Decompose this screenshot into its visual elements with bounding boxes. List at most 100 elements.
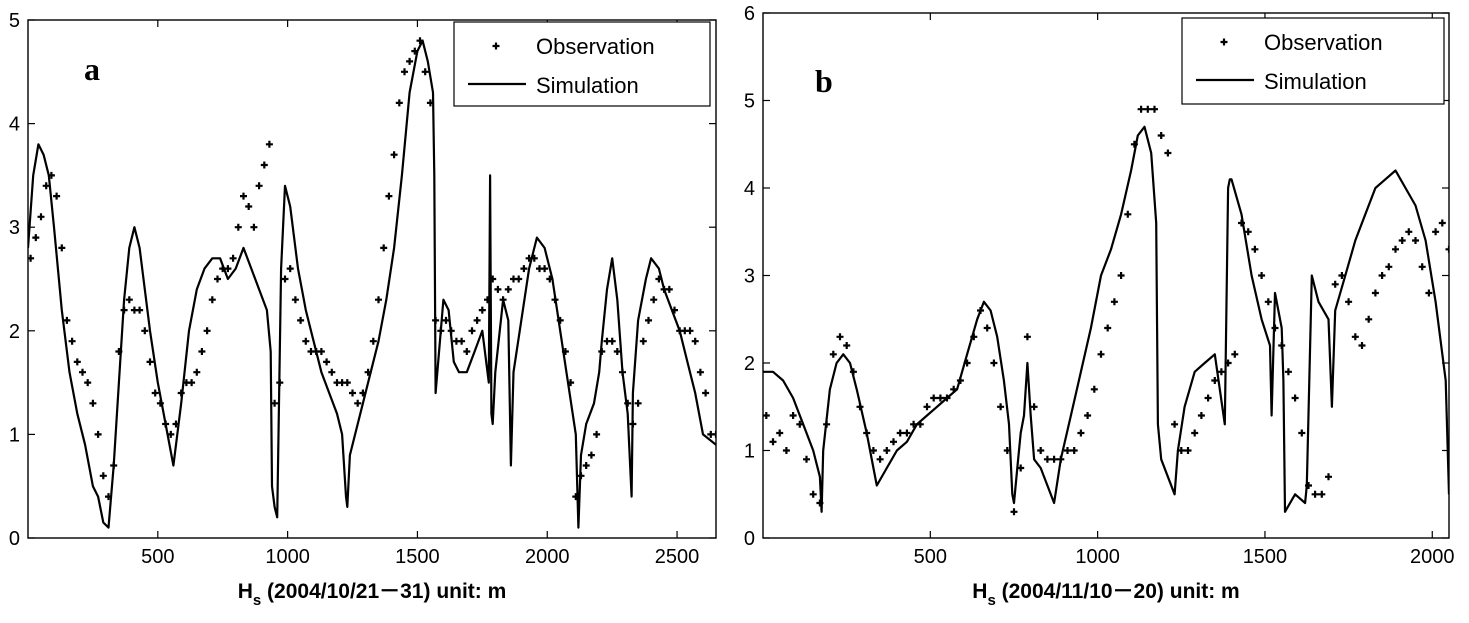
observation-point: [702, 389, 710, 397]
observation-point: [1251, 245, 1259, 253]
observation-point: [229, 254, 237, 262]
observation-point: [375, 296, 382, 304]
observation-point: [829, 350, 837, 358]
observation-point: [1197, 412, 1205, 419]
y-tick-label: 2: [9, 321, 20, 343]
observation-point: [686, 327, 694, 335]
legend-box: [1181, 17, 1445, 105]
observation-point: [1284, 368, 1292, 376]
observation-points: [763, 105, 1449, 516]
observation-point: [1090, 385, 1098, 393]
observation-point: [68, 337, 76, 345]
observation-point: [94, 430, 102, 438]
observation-point: [665, 285, 673, 293]
observation-point: [343, 379, 351, 387]
x-tick-label: 1500: [395, 546, 440, 568]
observation-point: [769, 438, 777, 446]
observation-point: [1217, 368, 1225, 376]
x-axis-label: Hs (2004/10/21－31) unit: m: [238, 580, 507, 609]
observation-point: [923, 403, 931, 411]
observation-point: [1110, 298, 1118, 306]
observation-point: [1023, 333, 1031, 341]
observation-point: [136, 306, 144, 314]
observation-point: [515, 275, 523, 283]
observation-point: [79, 368, 86, 376]
observation-point: [89, 399, 97, 407]
observation-point: [836, 333, 844, 341]
observation-point: [1151, 105, 1158, 113]
observation-point: [1097, 350, 1105, 358]
observation-point: [406, 57, 414, 65]
observation-point: [763, 412, 770, 419]
observation-point: [1405, 228, 1413, 236]
observation-point: [193, 368, 201, 376]
observation-point: [1231, 350, 1239, 358]
observation-point: [478, 306, 486, 314]
observation-point: [1291, 394, 1299, 402]
observation-point: [328, 368, 336, 376]
observation-point: [883, 447, 891, 454]
observation-point: [504, 285, 512, 293]
y-tick-label: 5: [9, 10, 20, 32]
observation-points: [28, 37, 716, 501]
x-axis-label-rest: (2004/10/21－31) unit: m: [261, 580, 506, 603]
observation-point: [1351, 333, 1359, 341]
panel-letter: b: [815, 63, 833, 99]
observation-point: [53, 192, 61, 200]
observation-point: [1258, 272, 1266, 279]
observation-point: [809, 490, 817, 498]
legend-entry-observation: Observation: [1264, 30, 1383, 55]
observation-point: [245, 203, 253, 210]
plot-area: [763, 105, 1449, 516]
observation-point: [803, 455, 810, 463]
x-axis-label-sub: s: [987, 592, 995, 609]
observation-point: [463, 348, 471, 355]
observation-point: [587, 451, 595, 459]
observation-point: [1077, 429, 1085, 437]
observation-point: [1084, 412, 1092, 419]
observation-point: [1445, 245, 1449, 253]
y-tick-label: 0: [744, 528, 755, 550]
observation-point: [421, 68, 429, 76]
observation-point: [983, 324, 991, 332]
observation-point: [990, 359, 998, 367]
observation-point: [1211, 377, 1219, 384]
observation-point: [1438, 219, 1446, 227]
observation-point: [712, 430, 716, 438]
legend-entry-simulation: Simulation: [536, 73, 639, 98]
observation-point: [286, 265, 294, 273]
legend-observation-marker: [1220, 38, 1228, 46]
observation-point: [1117, 272, 1125, 279]
observation-point: [468, 327, 476, 335]
observation-point: [936, 394, 944, 402]
observation-point: [1425, 289, 1433, 297]
observation-point: [1371, 289, 1379, 297]
observation-point: [1264, 298, 1272, 306]
observation-point: [876, 455, 884, 463]
observation-point: [1412, 237, 1419, 244]
observation-point: [1298, 429, 1306, 437]
observation-point: [458, 337, 466, 345]
panel-b: 0 1 2 3 4 5 6 500 1000 1500 2000 Hs (2004/11/10－20)…: [744, 3, 1455, 609]
observation-point: [639, 337, 647, 345]
observation-point: [1137, 105, 1145, 113]
observation-point: [1104, 324, 1112, 332]
y-tick-label: 2: [744, 353, 755, 375]
observation-point: [99, 472, 107, 480]
x-axis-label: Hs (2004/11/10－20) unit: m: [972, 580, 1239, 609]
observation-point: [302, 337, 310, 345]
observation-point: [297, 316, 305, 324]
x-axis-label-main: H: [972, 580, 987, 603]
observation-point: [1157, 132, 1165, 139]
plot-area: [28, 37, 716, 529]
observation-point: [281, 275, 289, 283]
observation-point: [645, 316, 652, 324]
observation-point: [1378, 272, 1386, 279]
observation-point: [214, 275, 221, 283]
observation-point: [634, 399, 642, 407]
x-tick-label: 1500: [1243, 546, 1288, 568]
x-tick-label: 2000: [1410, 546, 1455, 568]
observation-point: [1318, 490, 1326, 498]
y-tick-label: 3: [9, 217, 20, 239]
